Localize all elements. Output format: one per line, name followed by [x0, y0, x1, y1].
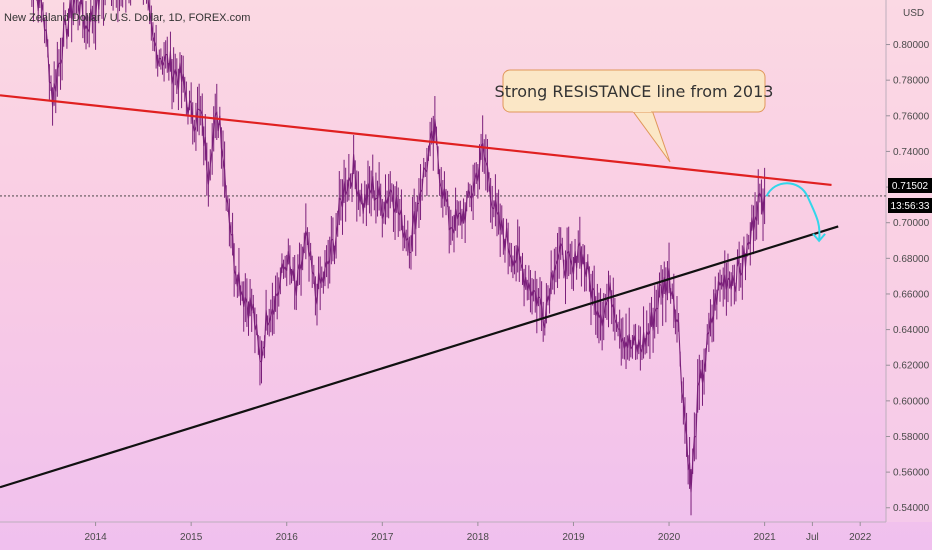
y-tick-label: 0.62000 [893, 361, 930, 372]
y-tick-label: 0.78000 [893, 76, 930, 87]
countdown-box [888, 198, 932, 213]
x-ticks: 2014 2015 2016 2017 2018 2019 2020 2021 Jul 2022 [84, 522, 872, 543]
y-tick-label: 0.76000 [893, 111, 930, 122]
last-price-tag: 0.71502 [888, 178, 932, 193]
y-tick-label: 0.64000 [893, 325, 930, 336]
y-tick-label: 0.60000 [893, 396, 930, 407]
y-tick-label: 0.66000 [893, 289, 930, 300]
y-tick-label: 0.58000 [893, 432, 930, 443]
y-tick-label: 0.70000 [893, 218, 930, 229]
resistance-trendline[interactable] [0, 94, 832, 187]
x-tick-label: 2021 [753, 532, 776, 543]
projection-arrow-head [812, 233, 826, 243]
symbol-title: New Zealand Dollar / U.S. Dollar, 1D, FO… [4, 12, 250, 24]
x-tick-label: 2018 [467, 532, 490, 543]
y-tick-label: 0.54000 [893, 503, 930, 514]
x-tick-label: 2020 [658, 532, 681, 543]
support-trendline[interactable] [0, 225, 839, 489]
x-tick-label: 2015 [180, 532, 203, 543]
y-tick-label: 0.80000 [893, 40, 930, 51]
price-tag-box [888, 178, 932, 193]
countdown-text: 13:56:33 [891, 201, 930, 212]
x-tick-label: 2016 [276, 532, 299, 543]
price-axis-panel [886, 0, 932, 522]
y-tick-label: 0.68000 [893, 254, 930, 265]
countdown-tag: 13:56:33 [888, 198, 932, 213]
y-tick-label: 0.74000 [893, 147, 930, 158]
y-tick-label: 0.56000 [893, 468, 930, 479]
x-tick-label: 2017 [371, 532, 394, 543]
x-tick-label: 2014 [84, 532, 107, 543]
currency-label: USD [903, 8, 924, 19]
callout-text: Strong RESISTANCE line from 2013 [495, 82, 774, 101]
callout-pointer [631, 109, 671, 163]
x-tick-label: 2022 [849, 532, 872, 543]
x-tick-label: 2019 [562, 532, 585, 543]
x-tick-label: Jul [806, 532, 819, 543]
price-tag-text: 0.71502 [892, 181, 929, 192]
projection-arrow[interactable] [765, 182, 821, 241]
resistance-callout[interactable]: Strong RESISTANCE line from 2013 [495, 69, 774, 163]
